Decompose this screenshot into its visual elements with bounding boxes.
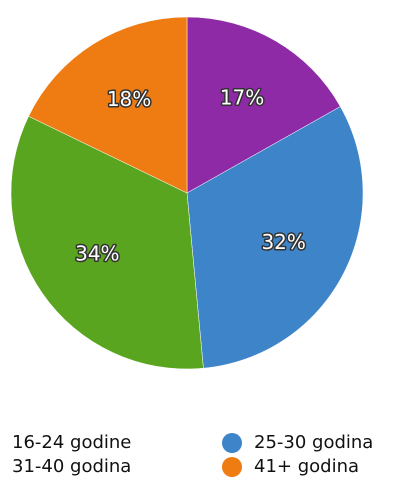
legend: 16-24 godine 25-30 godina 31-40 godina 41+ … [12,432,373,477]
pie-slice [186,16,341,194]
pie: 17% 32% 34% 18% [10,16,364,370]
data-label: 18% [107,87,151,111]
legend-marker [222,457,242,477]
pie-slice [28,16,188,194]
data-label: 17% [220,85,264,109]
data-label: 34% [75,242,119,266]
legend-marker [222,433,242,453]
legend-label: 25-30 godina [254,432,373,453]
pie-slice [186,106,364,369]
data-label: 32% [261,230,305,254]
legend-label: 41+ godina [254,456,359,477]
pie-slice [10,115,204,370]
legend-label: 16-24 godine [12,432,131,453]
legend-label: 31-40 godina [12,456,131,477]
